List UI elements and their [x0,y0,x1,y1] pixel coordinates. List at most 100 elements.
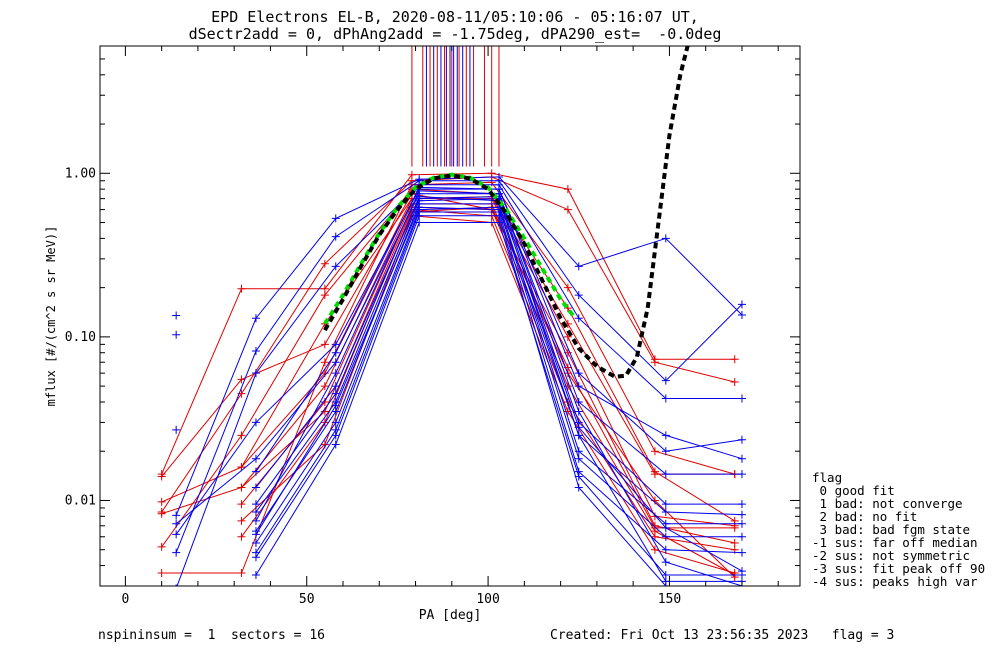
red-data-point [730,523,739,532]
blue-data-point [661,394,670,403]
blue-data-point [574,472,583,481]
red-data-point [650,447,659,456]
red-data-point [237,500,246,509]
blue-data-point [415,218,424,227]
blue-data-point [661,558,670,567]
blue-data-point [331,340,340,349]
blue-data-point [251,500,260,509]
blue-data-point [574,454,583,463]
blue-data-point [737,435,746,444]
blue-data-point [661,376,670,385]
blue-data-point [494,211,503,220]
blue-data-point [574,483,583,492]
red-data-point [237,463,246,472]
blue-data-point [331,382,340,391]
red-series-line [161,198,735,527]
x-tick-label: 50 [299,592,315,607]
blue-data-point [331,214,340,223]
red-data-point [563,283,572,292]
green-fit-curve [323,172,577,325]
blue-data-point [661,431,670,440]
red-series-line [161,181,735,574]
blue-data-point [661,571,670,580]
blue-series-line [255,186,743,472]
red-data-point [320,259,329,268]
blue-data-point [331,369,340,378]
red-data-point [563,332,572,341]
blue-data-point [251,530,260,539]
blue-data-point [251,454,260,463]
blue-data-point [331,232,340,241]
y-tick-label: 1.00 [65,166,96,181]
red-data-point [237,431,246,440]
red-data-point [563,205,572,214]
blue-series-line [255,206,742,544]
red-data-point [237,284,246,293]
blue-series-line [255,190,743,586]
blue-series-line [175,188,743,535]
blue-data-point [737,470,746,479]
blue-data-point [737,548,746,557]
blue-series-line [175,193,742,525]
red-series-line [161,193,735,544]
legend-item: 2 bad: no fit [812,509,918,524]
blue-data-point [494,185,503,194]
blue-data-point [331,431,340,440]
blue-series-line [255,211,743,554]
red-data-point [157,497,166,506]
blue-data-point [251,483,260,492]
blue-series-line [176,184,742,586]
legend-item: 0 good fit [812,483,895,498]
blue-series-line [255,215,742,586]
blue-data-point [574,314,583,323]
y-tick-label: 0.10 [65,330,96,345]
legend-item: -2 sus: not symmetric [812,548,971,563]
blue-data-point [172,530,181,539]
blue-data-point [574,291,583,300]
blue-data-point [574,262,583,271]
red-data-point [157,509,166,518]
red-data-point [320,291,329,300]
blue-data-point [331,348,340,357]
blue-data-point [331,401,340,410]
axis-layer: 0 50 100 150 0.01 0.10 1.00 [65,45,800,607]
blue-data-point [737,311,746,320]
x-tick-label: 150 [658,592,681,607]
red-data-point [650,470,659,479]
red-data-point [563,382,572,391]
data-layer [157,46,746,586]
blue-data-point [251,571,260,580]
blue-data-point [574,382,583,391]
red-series-line [161,188,735,548]
red-series-line [161,176,735,513]
red-data-point [730,538,739,547]
blue-data-point [661,545,670,554]
blue-series-line [255,203,742,532]
red-data-point [730,569,739,578]
blue-data-point [661,470,670,479]
blue-data-point [331,358,340,367]
plot-frame [99,45,801,587]
chart-title-line2: dSectr2add = 0, dPhAng2add = -1.75deg, d… [188,25,722,43]
footer-sector-info: nspininsum = 1 sectors = 16 [98,628,325,643]
blue-data-point [172,425,181,434]
blue-data-point [251,516,260,525]
blue-data-point [574,397,583,406]
red-data-point [650,523,659,532]
black-fit-curve [323,46,690,379]
blue-data-point [574,407,583,416]
flag-legend: flag 0 good fit 1 bad: not converge 2 ba… [812,471,985,588]
blue-data-point [172,311,181,320]
legend-item: -1 sus: far off median [812,535,978,550]
blue-data-point [172,519,181,528]
red-data-point [650,358,659,367]
blue-data-point [172,548,181,557]
legend-item: -4 sus: peaks high var [812,574,978,589]
blue-data-point [251,467,260,476]
blue-data-point [251,346,260,355]
red-data-point [320,382,329,391]
chart-title-line1: EPD Electrons EL-B, 2020-08-11/05:10:06 … [211,8,699,26]
y-axis-label: mflux [#/(cm^2 s sr MeV)] [44,226,58,407]
blue-data-point [251,369,260,378]
legend-item: -3 sus: fit peak off 90 [812,561,986,576]
